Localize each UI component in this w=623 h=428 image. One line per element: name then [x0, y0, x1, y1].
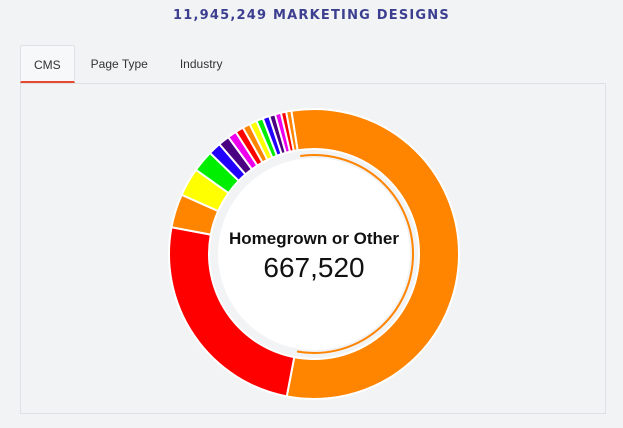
center-slice-value: 667,520 [263, 252, 365, 283]
donut-slice-16[interactable] [284, 109, 299, 153]
donut-hole [218, 158, 410, 350]
tab-bar: CMS Page Type Industry [20, 45, 239, 83]
tab-industry[interactable]: Industry [179, 57, 223, 71]
selected-slice-highlight [296, 154, 414, 354]
page-title: 11,945,249 MARKETING DESIGNS [173, 8, 450, 23]
tab-cms[interactable]: CMS [20, 45, 75, 83]
donut-slice-0[interactable] [285, 108, 460, 400]
center-slice-label: Homegrown or Other [228, 229, 399, 248]
tab-page-type[interactable]: Page Type [90, 57, 148, 71]
